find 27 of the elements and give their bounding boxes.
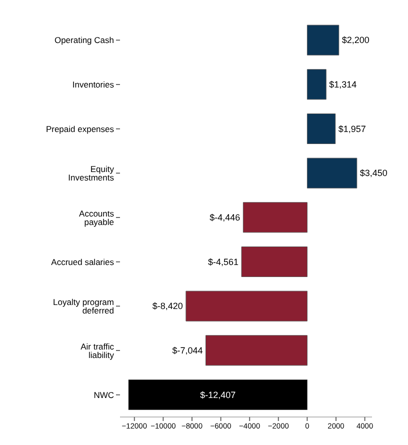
data-label: $-12,407 (200, 390, 236, 400)
y-tick-label: Loyalty program deferred (53, 296, 114, 316)
y-tick-label: Accounts payable (79, 208, 114, 227)
bar (306, 69, 326, 100)
y-tick-label: Accrued salaries (51, 256, 114, 267)
y-tick-label: Air traffic liability (80, 341, 115, 360)
y-tick-label: Operating Cash (54, 35, 114, 46)
y-tick-label: Inventories (72, 80, 114, 90)
bar (241, 246, 308, 278)
bar (206, 335, 308, 366)
bar (186, 290, 308, 322)
data-label: $-4,561 (208, 256, 239, 267)
bar (128, 380, 308, 410)
data-label: $1,957 (338, 124, 366, 134)
data-label: $-8,420 (152, 301, 183, 312)
bar (306, 24, 340, 56)
bar (306, 114, 336, 144)
bar (242, 202, 308, 233)
data-label: $-4,446 (210, 212, 240, 223)
y-tick-label: NWC (94, 390, 114, 400)
data-label: $3,450 (360, 168, 388, 178)
bar (306, 158, 358, 188)
y-tick-label: Equity Investments (68, 164, 115, 182)
data-label: $-7,044 (172, 346, 203, 356)
data-label: $2,200 (342, 35, 370, 46)
y-tick-label: Prepaid expenses (46, 124, 114, 134)
data-label: $1,314 (329, 80, 357, 90)
